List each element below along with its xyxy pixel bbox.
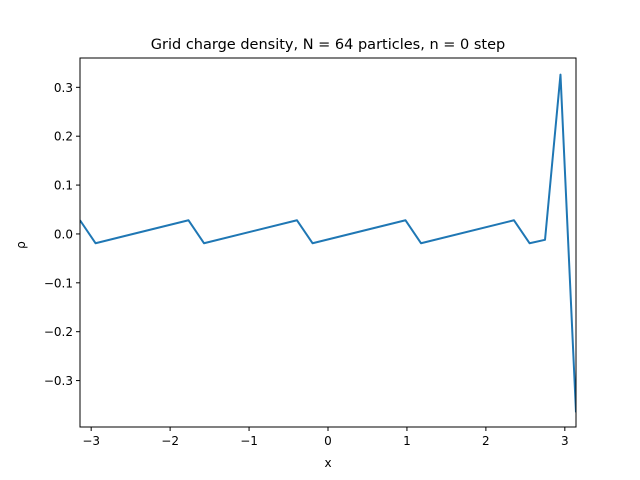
y-tick-label: −0.1 [44,276,73,290]
y-tick-label: 0.0 [54,227,73,241]
x-tick-label: −3 [82,434,100,448]
x-tick-label: −1 [240,434,258,448]
plot-area: −3 −2 −1 0 1 2 3 0.3 0.2 0.1 0.0 −0.1 −0.2 −0.3 [44,57,577,448]
x-tick-label: 3 [561,434,569,448]
x-tick-label: −2 [161,434,179,448]
x-tick-label: 2 [482,434,490,448]
y-tick-label: 0.1 [54,179,73,193]
series-line-0 [80,73,576,413]
y-tick-label: 0.2 [54,130,73,144]
x-axis-label: x [324,456,331,470]
y-tick-label: 0.3 [54,81,73,95]
y-tick-label: −0.3 [44,374,73,388]
x-tick-label: 0 [324,434,332,448]
chart-title: Grid charge density, N = 64 particles, n… [151,37,505,53]
y-axis-label: ρ [14,241,28,249]
y-tick-label: −0.2 [44,325,73,339]
x-tick-label: 1 [403,434,411,448]
